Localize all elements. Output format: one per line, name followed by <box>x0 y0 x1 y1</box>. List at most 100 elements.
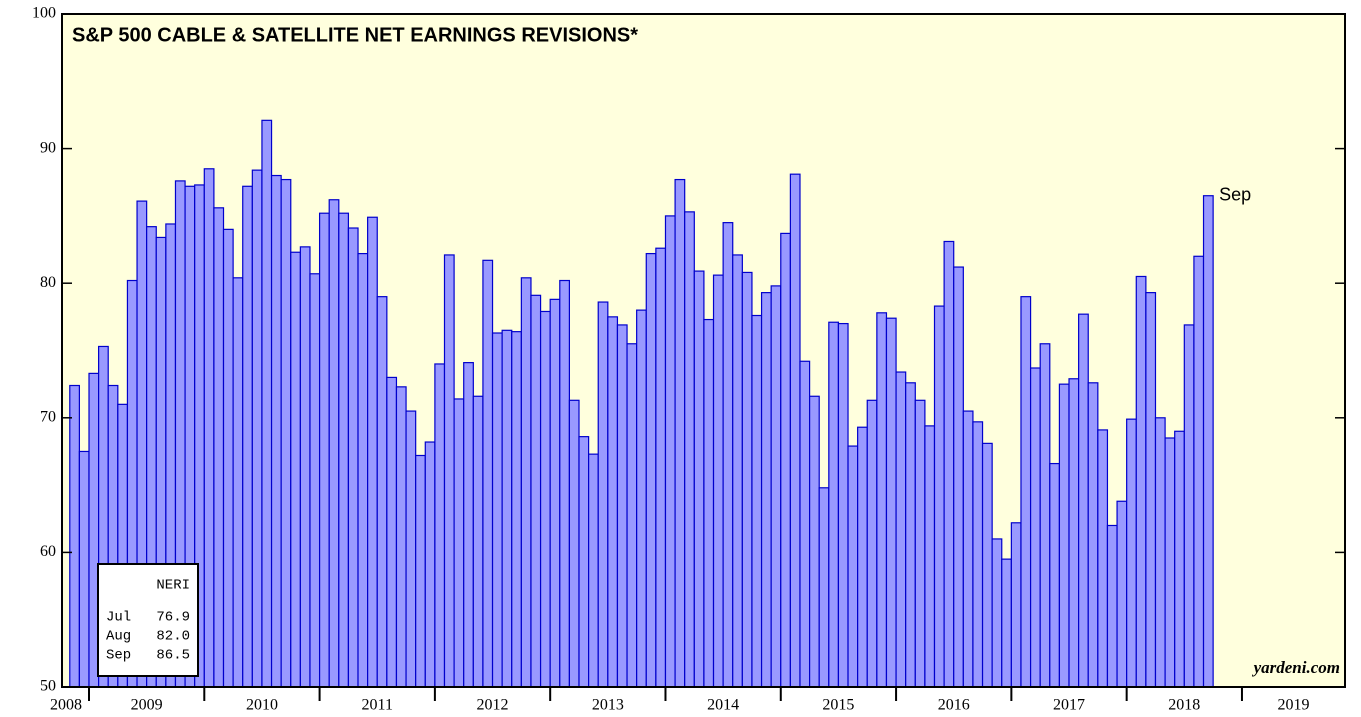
bar <box>741 271 753 688</box>
bar <box>405 410 417 688</box>
bar <box>597 301 609 688</box>
x-tick-label: 2017 <box>1053 697 1085 714</box>
bar <box>808 395 820 688</box>
bar <box>338 212 350 688</box>
bar <box>751 314 763 688</box>
bar <box>1029 367 1041 688</box>
bar <box>895 371 907 688</box>
x-tick-label: 2016 <box>938 697 970 714</box>
bar <box>1039 343 1051 688</box>
bar <box>616 324 628 688</box>
bar <box>482 259 494 688</box>
bar <box>222 228 234 688</box>
bar <box>645 252 657 688</box>
bar <box>962 410 974 688</box>
legend-month: Aug <box>106 629 131 645</box>
bar <box>1183 324 1195 688</box>
bar <box>386 376 398 688</box>
x-tick-label: 2009 <box>131 697 163 714</box>
bar <box>780 232 791 688</box>
bar <box>203 168 215 688</box>
bar <box>328 199 340 688</box>
bar <box>242 185 253 688</box>
bar <box>684 211 695 688</box>
bar <box>876 312 888 688</box>
bar <box>530 294 542 688</box>
y-tick-label: 60 <box>40 543 56 560</box>
bar <box>588 453 599 688</box>
bar <box>981 442 993 688</box>
bar <box>318 212 330 688</box>
bar <box>395 386 407 688</box>
bar <box>712 274 724 688</box>
x-tick-label: 2010 <box>246 697 278 714</box>
y-tick-label: 50 <box>40 678 56 695</box>
x-tick-label: 2008 <box>50 697 82 714</box>
bar <box>357 252 369 688</box>
legend-month: Jul <box>106 610 131 626</box>
bar <box>1001 558 1012 688</box>
bar <box>1154 417 1166 688</box>
bar <box>1164 437 1176 688</box>
bar <box>1126 418 1137 688</box>
bar <box>1058 383 1070 688</box>
bar <box>78 450 90 688</box>
bar <box>213 207 225 688</box>
bar <box>539 310 551 688</box>
bar <box>674 178 686 688</box>
bar <box>463 362 474 688</box>
bar <box>1174 430 1185 688</box>
bar <box>933 305 945 688</box>
legend-value: 82.0 <box>156 629 190 645</box>
bar <box>1078 313 1089 688</box>
legend-value: 76.9 <box>156 610 190 626</box>
x-tick-label: 2018 <box>1168 697 1200 714</box>
bar <box>703 318 715 688</box>
bar <box>626 343 638 688</box>
bar <box>924 425 936 688</box>
x-tick-label: 2013 <box>592 697 624 714</box>
bar <box>1193 255 1205 688</box>
bar <box>943 240 955 688</box>
plot-frame <box>61 13 1346 688</box>
bar <box>818 487 830 688</box>
bar <box>732 254 743 688</box>
bar <box>1097 429 1109 688</box>
bar <box>991 538 1003 688</box>
bar <box>251 169 263 688</box>
bar <box>549 298 561 688</box>
bar <box>1116 500 1128 688</box>
y-tick-label: 70 <box>40 408 56 425</box>
bar <box>501 329 513 688</box>
bar <box>69 384 80 688</box>
x-tick-label: 2011 <box>362 697 393 714</box>
bar <box>760 292 772 688</box>
x-tick-label: 2015 <box>822 697 854 714</box>
bar <box>1106 524 1118 688</box>
bar <box>347 227 359 688</box>
bar <box>309 273 321 688</box>
bar <box>472 395 484 688</box>
bar <box>828 321 840 688</box>
bar <box>559 279 570 688</box>
bar <box>607 316 619 688</box>
bar <box>376 296 388 688</box>
bar <box>520 277 532 688</box>
bar <box>367 216 378 688</box>
bar <box>636 309 647 688</box>
y-tick-label: 90 <box>40 139 56 156</box>
bar <box>232 277 244 688</box>
bar <box>885 317 897 688</box>
bar <box>1068 378 1080 688</box>
bar <box>857 426 868 688</box>
x-tick-label: 2019 <box>1277 697 1309 714</box>
bar <box>299 246 311 688</box>
bar <box>953 266 964 688</box>
x-tick-label: 2014 <box>707 697 739 714</box>
bar <box>1049 462 1061 688</box>
bar <box>290 251 301 688</box>
bar <box>799 360 811 688</box>
chart-title: S&P 500 CABLE & SATELLITE NET EARNINGS R… <box>72 24 638 46</box>
bar <box>280 178 292 688</box>
source: yardeni.com <box>1252 658 1340 677</box>
